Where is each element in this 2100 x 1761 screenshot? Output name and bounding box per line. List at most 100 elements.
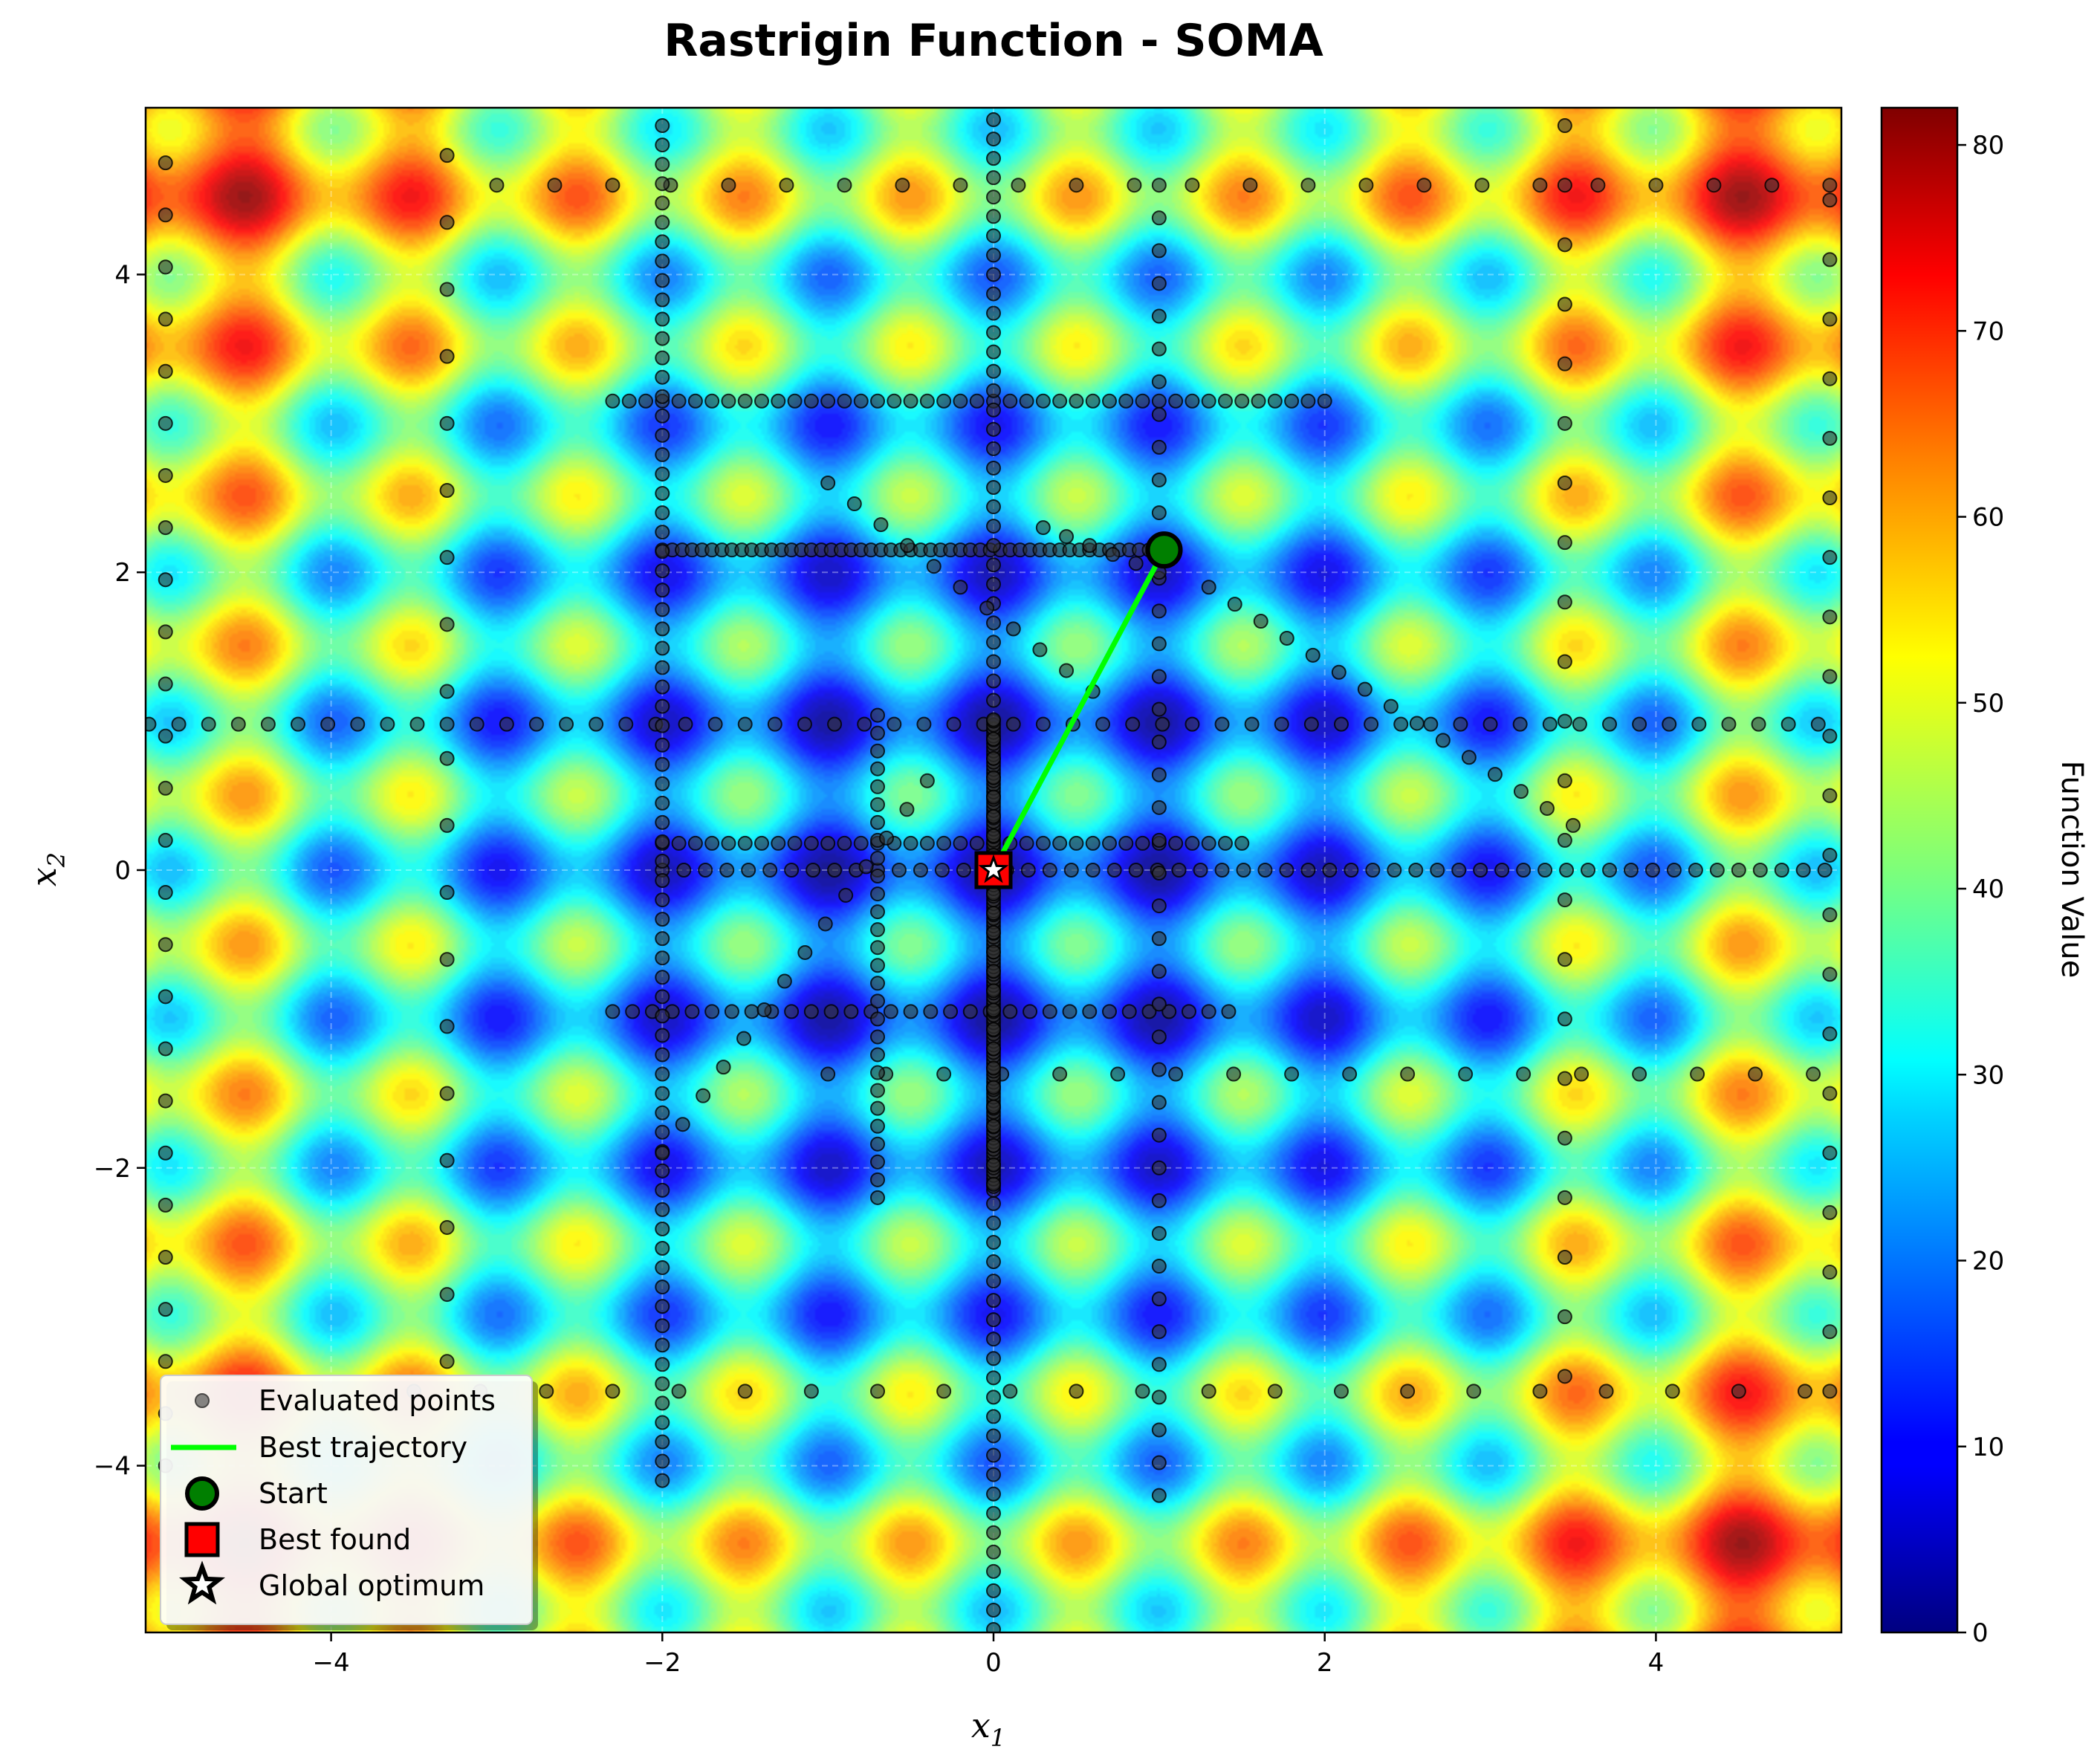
evaluated-point — [986, 1467, 1001, 1482]
evaluated-point — [1303, 716, 1319, 732]
evaluated-point — [1168, 835, 1184, 851]
evaluated-point — [986, 731, 1001, 747]
evaluated-point — [1052, 393, 1068, 409]
evaluated-point — [469, 716, 485, 732]
evaluated-point — [1822, 490, 1838, 506]
evaluated-point — [1822, 1324, 1838, 1340]
evaluated-point — [1151, 832, 1167, 848]
y-axis: −4 −2 0 2 4 — [94, 260, 146, 1482]
evaluated-point — [986, 538, 1001, 554]
evaluated-point — [158, 363, 173, 379]
evaluated-point — [1257, 863, 1273, 878]
evaluated-point — [986, 1486, 1001, 1502]
evaluated-point — [1151, 636, 1167, 652]
evaluated-point — [986, 635, 1001, 650]
evaluated-point — [1665, 1384, 1680, 1399]
evaluated-point — [986, 1293, 1001, 1308]
evaluated-point — [870, 1172, 886, 1187]
evaluated-point — [439, 1219, 455, 1235]
evaluated-point — [1251, 393, 1266, 409]
evaluated-point — [870, 904, 886, 920]
evaluated-point — [439, 1152, 455, 1168]
evaluated-point — [986, 1312, 1001, 1328]
evaluated-point — [986, 305, 1001, 321]
evaluated-point — [986, 286, 1001, 302]
evaluated-point — [870, 814, 886, 830]
evaluated-point — [986, 1041, 1001, 1057]
evaluated-point — [1274, 716, 1289, 732]
y-tick-label: 0 — [114, 856, 131, 886]
evaluated-point — [986, 1138, 1001, 1153]
evaluated-point — [820, 475, 836, 490]
evaluated-point — [1557, 178, 1572, 193]
evaluated-point — [986, 1002, 1001, 1018]
evaluated-point — [158, 1250, 173, 1265]
evaluated-point — [1020, 863, 1036, 878]
evaluated-point — [350, 716, 366, 732]
evaluated-point — [870, 958, 886, 973]
evaluated-point — [1537, 863, 1553, 878]
chart-title: Rastrigin Function - SOMA — [664, 15, 1323, 67]
evaluated-point — [969, 393, 985, 409]
evaluated-point — [655, 215, 670, 230]
legend-label-global-optimum: Global optimum — [259, 1569, 485, 1602]
evaluated-point — [1557, 1309, 1572, 1325]
evaluated-point — [1005, 716, 1021, 732]
evaluated-point — [1565, 817, 1581, 833]
evaluated-point — [655, 525, 670, 540]
evaluated-point — [986, 1505, 1001, 1521]
evaluated-point — [1644, 863, 1660, 878]
evaluated-point — [870, 761, 886, 776]
evaluated-point — [1082, 1004, 1098, 1019]
evaluated-point — [655, 1434, 670, 1450]
evaluated-point — [1125, 716, 1141, 732]
evaluated-point — [1822, 907, 1838, 923]
evaluated-point — [1458, 1066, 1474, 1082]
evaluated-point — [439, 415, 455, 431]
evaluated-point — [605, 393, 620, 409]
colorbar-tick-label: 10 — [1972, 1433, 2004, 1462]
evaluated-point — [1557, 535, 1572, 551]
evaluated-point — [1466, 1384, 1482, 1399]
evaluated-point — [158, 520, 173, 536]
evaluated-point — [803, 835, 819, 851]
legend-box — [160, 1375, 533, 1625]
evaluated-point — [986, 906, 1001, 921]
evaluated-point — [837, 835, 852, 851]
evaluated-point — [1666, 863, 1682, 878]
evaluated-point — [986, 789, 1001, 805]
evaluated-point — [771, 393, 786, 409]
evaluated-point — [1822, 252, 1838, 267]
evaluated-point — [1461, 750, 1477, 765]
evaluated-point — [737, 835, 753, 851]
evaluated-point — [158, 832, 173, 848]
evaluated-point — [1201, 1004, 1216, 1019]
evaluated-point — [655, 1047, 670, 1063]
evaluated-point — [754, 393, 770, 409]
evaluated-point — [1822, 669, 1838, 684]
evaluated-point — [1279, 630, 1294, 646]
evaluated-point — [1806, 1066, 1821, 1082]
evaluated-point — [986, 189, 1001, 205]
evaluated-point — [986, 1602, 1001, 1618]
evaluated-point — [986, 1447, 1001, 1463]
evaluated-point — [1267, 393, 1283, 409]
evaluated-point — [1482, 716, 1498, 732]
evaluated-point — [986, 577, 1001, 592]
evaluated-point — [655, 544, 670, 560]
x-axis-title: x1 — [971, 1705, 1005, 1752]
evaluated-point — [1322, 863, 1338, 878]
evaluated-point — [754, 835, 770, 851]
evaluated-point — [1151, 1291, 1167, 1307]
evaluated-point — [1151, 1455, 1167, 1470]
evaluated-point — [986, 808, 1001, 824]
evaluated-point — [979, 600, 995, 616]
evaluated-point — [655, 447, 670, 462]
evaluated-point — [1151, 866, 1167, 881]
evaluated-point — [1557, 773, 1572, 788]
evaluated-point — [655, 1318, 670, 1334]
evaluated-point — [1059, 529, 1075, 545]
legend-global-optimum-star-icon — [178, 1560, 226, 1605]
evaluated-point — [1151, 701, 1167, 717]
evaluated-point — [986, 1389, 1001, 1405]
